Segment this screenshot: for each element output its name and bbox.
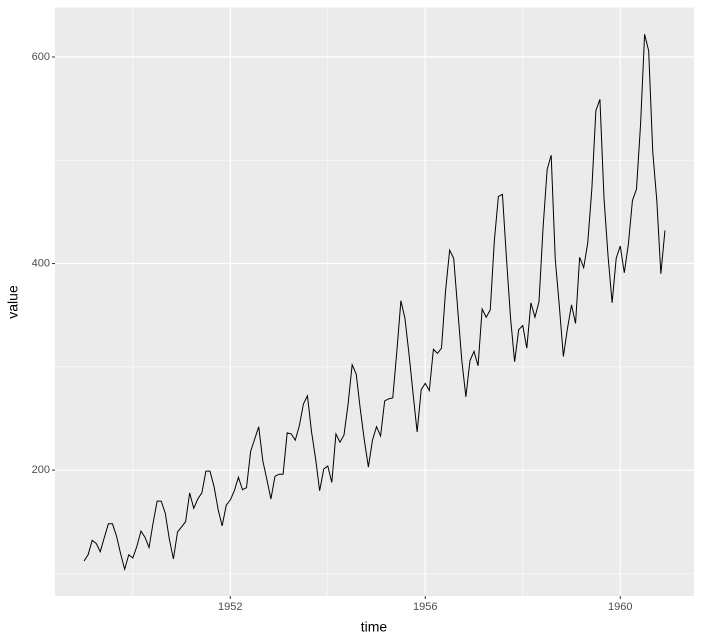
x-tick-label: 1956 — [413, 601, 437, 613]
data-line — [83, 34, 666, 572]
y-tick-label: 200 — [32, 464, 50, 476]
y-tick-label: 600 — [32, 51, 50, 63]
x-tick-label: 1960 — [608, 601, 632, 613]
panel — [55, 7, 694, 596]
y-axis-title: value — [5, 285, 21, 319]
x-axis-title: time — [361, 619, 388, 635]
x-tick-label: 1952 — [218, 601, 242, 613]
y-tick-label: 400 — [32, 257, 50, 269]
